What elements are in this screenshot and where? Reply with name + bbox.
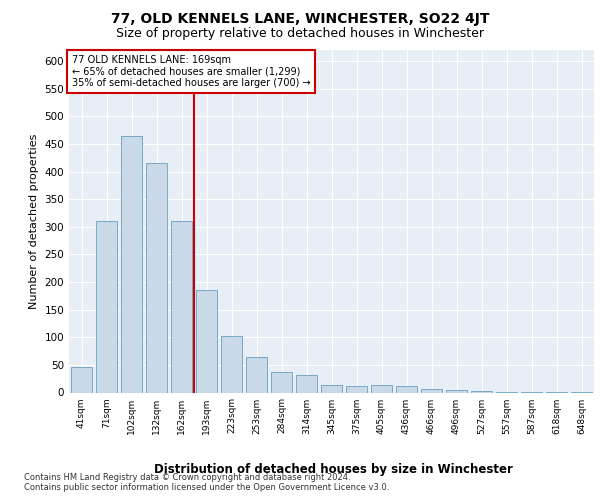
Bar (371, 386, 392, 392)
Y-axis label: Number of detached properties: Number of detached properties (29, 134, 39, 309)
Bar (71, 366, 92, 392)
Text: Distribution of detached houses by size in Winchester: Distribution of detached houses by size … (154, 462, 512, 475)
Bar (146, 163, 167, 392)
Bar (421, 388, 442, 392)
Bar (121, 136, 142, 392)
Bar (321, 386, 342, 392)
Text: 77, OLD KENNELS LANE, WINCHESTER, SO22 4JT: 77, OLD KENNELS LANE, WINCHESTER, SO22 4… (111, 12, 489, 26)
Text: 77 OLD KENNELS LANE: 169sqm
← 65% of detached houses are smaller (1,299)
35% of : 77 OLD KENNELS LANE: 169sqm ← 65% of det… (71, 55, 310, 88)
Text: Size of property relative to detached houses in Winchester: Size of property relative to detached ho… (116, 28, 484, 40)
Bar (296, 376, 317, 392)
Bar (396, 386, 417, 392)
Bar (171, 221, 192, 392)
Bar (271, 372, 292, 392)
Text: Contains HM Land Registry data © Crown copyright and database right 2024.
Contai: Contains HM Land Registry data © Crown c… (24, 472, 389, 492)
Bar (221, 336, 242, 392)
Bar (246, 356, 267, 392)
Bar (471, 391, 492, 392)
Bar (346, 386, 367, 392)
Bar (96, 221, 117, 392)
Bar (446, 390, 467, 392)
Bar (196, 290, 217, 392)
